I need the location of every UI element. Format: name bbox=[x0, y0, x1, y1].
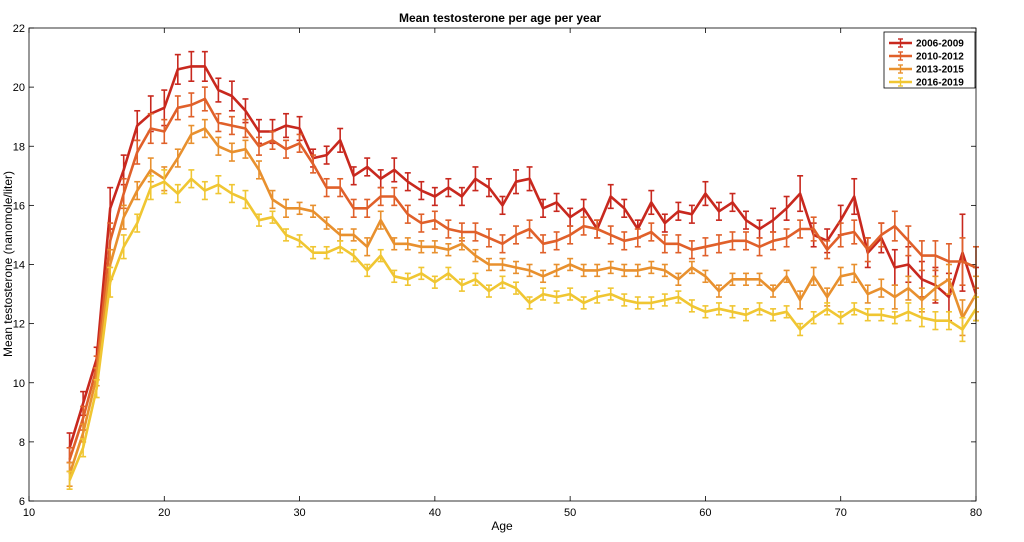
series-layer bbox=[66, 50, 979, 490]
y-tick-label: 14 bbox=[13, 260, 25, 272]
legend-item: 2013-2015 bbox=[889, 64, 964, 76]
x-tick-label: 50 bbox=[564, 507, 576, 519]
y-tick-label: 12 bbox=[13, 319, 25, 331]
legend-label: 2006-2009 bbox=[916, 39, 964, 50]
error-bar bbox=[66, 470, 73, 490]
series-line bbox=[68, 127, 978, 475]
y-tick-label: 6 bbox=[19, 496, 25, 508]
legend: 2006-2009 2010-2012 2013-2015 2016-2019 bbox=[883, 31, 976, 89]
x-tick-label: 70 bbox=[835, 507, 847, 519]
chart-title: Mean testosterone per age per year bbox=[399, 11, 601, 25]
x-axis-label: Age bbox=[491, 519, 513, 533]
legend-item: 2016-2019 bbox=[889, 77, 964, 89]
x-tick-label: 30 bbox=[293, 507, 305, 519]
x-tick-label: 20 bbox=[158, 507, 170, 519]
y-axis-label: Mean testosterone (nanomole/liter) bbox=[1, 171, 15, 357]
series-line bbox=[68, 65, 978, 449]
legend-label: 2010-2012 bbox=[916, 52, 964, 63]
legend-item: 2006-2009 bbox=[889, 38, 964, 50]
y-tick-label: 10 bbox=[13, 378, 25, 390]
y-tick-label: 16 bbox=[13, 200, 25, 212]
series-2013-2015 bbox=[66, 118, 979, 488]
y-tick-label: 18 bbox=[13, 141, 25, 153]
legend-label: 2016-2019 bbox=[916, 78, 964, 89]
legend-item: 2010-2012 bbox=[889, 51, 964, 63]
x-tick-label: 40 bbox=[429, 507, 441, 519]
y-tick-label: 22 bbox=[13, 23, 25, 35]
series-line bbox=[68, 177, 978, 481]
y-tick-label: 20 bbox=[13, 82, 25, 94]
x-tick-label: 80 bbox=[970, 507, 982, 519]
y-tick-label: 8 bbox=[19, 437, 25, 449]
x-tick-label: 10 bbox=[23, 507, 35, 519]
x-tick-label: 60 bbox=[699, 507, 711, 519]
series-line bbox=[68, 97, 977, 461]
axes-ticks: 10 20 30 40 50 60 70 80 6 8 10 12 14 16 18 20 22 bbox=[13, 23, 982, 519]
legend-label: 2013-2015 bbox=[916, 65, 964, 76]
plot-frame bbox=[28, 27, 977, 502]
